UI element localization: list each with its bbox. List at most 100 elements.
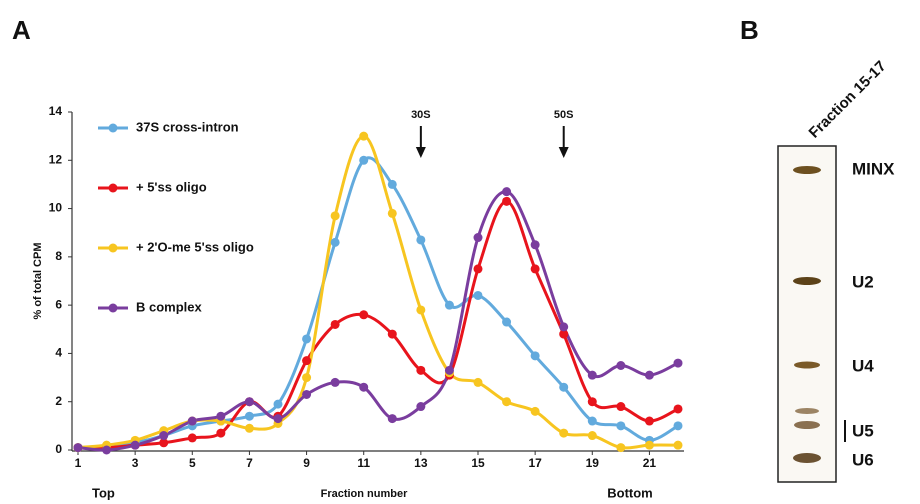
data-point — [245, 397, 254, 406]
data-point — [131, 441, 140, 450]
y-axis-label: % of total CPM — [32, 243, 44, 320]
data-point — [388, 209, 397, 218]
gel-band — [795, 408, 819, 414]
data-point — [531, 264, 540, 273]
data-point — [616, 421, 625, 430]
y-tick-label: 8 — [55, 249, 62, 263]
gel-band — [793, 166, 821, 174]
data-point — [445, 301, 454, 310]
data-point — [531, 351, 540, 360]
x-tick-label: 13 — [414, 456, 428, 470]
x-tick-label: 15 — [471, 456, 485, 470]
series-line — [78, 201, 678, 447]
band-label: U6 — [852, 450, 874, 469]
gel — [778, 146, 836, 482]
page: A % of total CPM Fraction number Top Bot… — [0, 0, 920, 504]
annotation: 50S — [554, 109, 574, 121]
data-point — [616, 361, 625, 370]
data-point — [74, 443, 83, 452]
data-point — [302, 390, 311, 399]
data-point — [102, 446, 111, 455]
data-point — [588, 417, 597, 426]
data-point — [388, 330, 397, 339]
data-point — [416, 305, 425, 314]
x-end-label: Top — [92, 485, 115, 500]
panel-label: A — [12, 15, 31, 45]
panel-label: B — [740, 15, 759, 45]
data-point — [616, 443, 625, 452]
band-label: MINX — [852, 159, 895, 178]
y-tick-label: 2 — [55, 394, 62, 408]
y-tick-label: 14 — [49, 104, 63, 118]
data-point — [359, 156, 368, 165]
annotation-arrowhead — [559, 147, 569, 158]
legend-label: B complex — [136, 299, 203, 314]
x-tick-label: 9 — [303, 456, 310, 470]
y-tick-label: 4 — [55, 346, 62, 360]
x-axis-label: Fraction number — [321, 488, 409, 500]
legend-label: + 5'ss oligo — [136, 179, 207, 194]
data-point — [588, 397, 597, 406]
data-point — [274, 400, 283, 409]
y-tick-label: 10 — [49, 201, 63, 215]
data-point — [245, 412, 254, 421]
y-tick-label: 6 — [55, 297, 62, 311]
y-tick-label: 0 — [55, 442, 62, 456]
x-tick-label: 5 — [189, 456, 196, 470]
data-point — [388, 180, 397, 189]
gel-band — [794, 362, 820, 369]
data-point — [674, 359, 683, 368]
data-point — [559, 383, 568, 392]
data-point — [531, 240, 540, 249]
data-point — [302, 373, 311, 382]
data-point — [331, 238, 340, 247]
column-label: Fraction 15-17 — [806, 58, 890, 142]
x-tick-label: 21 — [643, 456, 657, 470]
gel-band — [793, 277, 821, 285]
data-point — [588, 371, 597, 380]
figure: A % of total CPM Fraction number Top Bot… — [0, 0, 920, 504]
data-point — [331, 320, 340, 329]
data-point — [674, 421, 683, 430]
data-point — [559, 429, 568, 438]
data-point — [388, 414, 397, 423]
data-point — [616, 402, 625, 411]
data-point — [674, 441, 683, 450]
gel-band — [793, 453, 821, 463]
x-tick-label: 7 — [246, 456, 253, 470]
data-point — [502, 187, 511, 196]
legend-marker — [109, 124, 118, 133]
annotation-arrowhead — [416, 147, 426, 158]
data-point — [445, 366, 454, 375]
data-point — [474, 378, 483, 387]
data-point — [502, 397, 511, 406]
data-point — [416, 402, 425, 411]
data-point — [302, 356, 311, 365]
data-point — [645, 417, 654, 426]
legend-label: + 2'O-me 5'ss oligo — [136, 239, 254, 254]
legend-marker — [109, 244, 118, 253]
data-point — [474, 291, 483, 300]
x-tick-label: 17 — [528, 456, 542, 470]
x-tick-label: 19 — [586, 456, 600, 470]
data-point — [559, 322, 568, 331]
data-point — [331, 211, 340, 220]
x-tick-label: 3 — [132, 456, 139, 470]
x-tick-label: 11 — [357, 456, 370, 470]
legend-label: 37S cross-intron — [136, 119, 239, 134]
band-label: U4 — [852, 356, 874, 375]
annotation: 30S — [411, 109, 431, 121]
band-label: U2 — [852, 272, 874, 291]
gel-band — [794, 421, 820, 429]
data-point — [416, 366, 425, 375]
data-point — [645, 441, 654, 450]
data-point — [359, 383, 368, 392]
data-point — [188, 433, 197, 442]
data-point — [474, 233, 483, 242]
data-point — [359, 310, 368, 319]
data-point — [588, 431, 597, 440]
data-point — [674, 404, 683, 413]
data-point — [474, 264, 483, 273]
data-point — [274, 414, 283, 423]
data-point — [531, 407, 540, 416]
